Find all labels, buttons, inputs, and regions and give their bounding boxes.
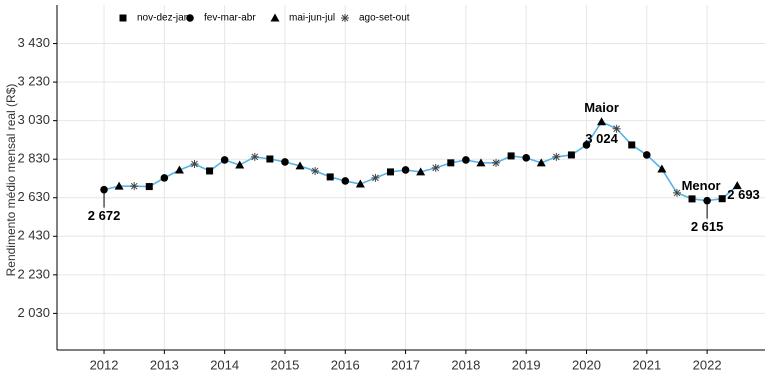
x-tick-label: 2022 — [693, 357, 722, 372]
marker-square — [507, 152, 515, 160]
legend-label: fev-mar-abr — [204, 13, 256, 24]
y-tick-label: 3 030 — [17, 112, 50, 127]
y-tick-label: 2 230 — [17, 266, 50, 281]
marker-triangle — [416, 167, 426, 176]
y-tick-label: 2 030 — [17, 305, 50, 320]
marker-triangle — [476, 158, 486, 167]
legend-label: mai-jun-jul — [289, 13, 335, 24]
marker-square — [326, 173, 334, 181]
marker-circle — [401, 166, 410, 174]
marker-triangle — [597, 117, 607, 126]
annotation: Menor — [682, 178, 721, 193]
value-label: 3 024 — [585, 131, 618, 146]
marker-triangle — [732, 181, 742, 190]
marker-circle — [642, 151, 651, 159]
x-tick-label: 2014 — [210, 357, 239, 372]
marker-circle — [341, 177, 350, 185]
marker-circle — [582, 141, 591, 149]
marker-asterisk — [371, 173, 380, 182]
marker-asterisk — [492, 158, 501, 167]
marker-triangle — [114, 181, 124, 190]
x-tick-label: 2020 — [572, 357, 601, 372]
x-tick-label: 2021 — [632, 357, 661, 372]
marker-circle — [186, 14, 194, 22]
marker-asterisk — [341, 14, 349, 22]
line-segment — [540, 156, 557, 164]
marker-square — [119, 14, 127, 22]
marker-triangle — [270, 13, 280, 22]
line-segment — [420, 167, 436, 173]
marker-square — [145, 183, 153, 191]
marker-triangle — [536, 158, 546, 167]
x-tick-label: 2013 — [150, 357, 179, 372]
marker-asterisk — [672, 188, 681, 197]
annotation: Maior — [584, 100, 619, 115]
x-tick-label: 2017 — [391, 357, 420, 372]
marker-circle — [522, 154, 530, 162]
marker-square — [688, 195, 696, 203]
value-label: 2 693 — [727, 187, 760, 202]
marker-square — [718, 195, 726, 203]
value-label: 2 615 — [691, 219, 724, 234]
marker-triangle — [174, 165, 184, 174]
y-tick-label: 2 630 — [17, 189, 50, 204]
legend-item: mai-jun-jul — [270, 13, 335, 24]
y-axis-label: Rendimento médio mensal real (R$) — [4, 84, 18, 277]
marker-triangle — [295, 161, 305, 170]
marker-triangle — [657, 164, 667, 173]
x-tick-label: 2015 — [270, 357, 299, 372]
value-label: 2 672 — [88, 208, 121, 223]
marker-triangle — [235, 160, 245, 169]
marker-square — [567, 151, 575, 159]
y-tick-label: 3 430 — [17, 35, 50, 50]
x-tick-label: 2018 — [451, 357, 480, 372]
y-tick-label: 2 830 — [17, 151, 50, 166]
marker-asterisk — [130, 182, 139, 191]
marker-square — [266, 155, 274, 163]
legend-label: nov-dez-jan — [137, 13, 189, 24]
legend-item: ago-set-out — [341, 13, 410, 24]
legend-label: ago-set-out — [359, 13, 410, 24]
marker-square — [206, 167, 214, 175]
line-segment — [585, 121, 603, 146]
marker-triangle — [355, 179, 365, 188]
x-tick-label: 2019 — [512, 357, 541, 372]
marker-asterisk — [552, 152, 561, 161]
marker-circle — [160, 174, 169, 182]
x-tick-label: 2012 — [90, 357, 119, 372]
legend-item: nov-dez-jan — [119, 13, 189, 24]
marker-circle — [281, 158, 289, 166]
marker-square — [447, 159, 455, 167]
line-segment — [661, 168, 678, 194]
marker-asterisk — [250, 152, 259, 161]
x-tick-label: 2016 — [331, 357, 360, 372]
legend-item: fev-mar-abr — [186, 13, 256, 24]
marker-square — [386, 168, 394, 176]
marker-asterisk — [612, 124, 621, 133]
marker-circle — [220, 156, 229, 164]
marker-asterisk — [311, 166, 320, 175]
line-segment — [239, 156, 256, 166]
marker-square — [628, 141, 636, 149]
marker-circle — [462, 156, 470, 164]
line-segment — [179, 163, 195, 171]
marker-asterisk — [190, 160, 199, 169]
y-tick-label: 2 430 — [17, 228, 50, 243]
marker-asterisk — [431, 163, 440, 172]
line-segment — [360, 177, 376, 185]
y-tick-label: 3 230 — [17, 74, 50, 89]
